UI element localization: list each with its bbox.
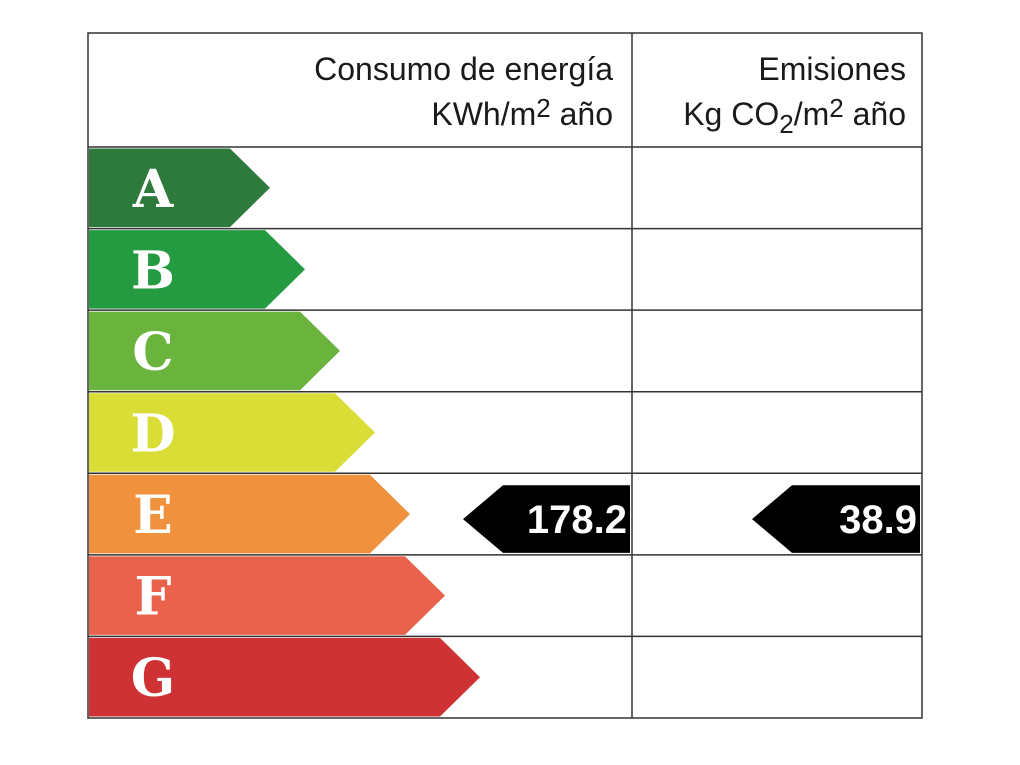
rating-letter: C — [132, 322, 173, 383]
consumption-unit: KWh/m2 año — [431, 93, 613, 132]
consumption-title: Consumo de energía — [314, 51, 613, 87]
rating-arrow — [89, 637, 480, 717]
rating-letter: A — [132, 159, 174, 220]
unit-suffix: año — [560, 96, 613, 132]
rating-arrow — [89, 393, 375, 472]
outer-border — [87, 32, 923, 719]
unit-base: KWh/m — [431, 96, 536, 132]
indicator-arrow — [463, 485, 630, 553]
rating-arrow — [89, 311, 340, 391]
unit-sup: 2 — [536, 93, 550, 123]
rating-arrow — [89, 556, 445, 635]
unit-base: /m — [794, 96, 830, 132]
emissions-title: Emisiones — [758, 51, 906, 87]
emissions-unit: Kg CO2/m2 año — [683, 93, 906, 139]
table-frame — [87, 32, 923, 719]
rating-arrow — [89, 148, 270, 228]
unit-sub: 2 — [779, 109, 793, 139]
rating-letter: D — [130, 404, 175, 465]
rating-arrow — [89, 474, 410, 554]
indicator-arrow — [752, 485, 920, 553]
unit-sup: 2 — [829, 93, 843, 123]
rating-arrow — [89, 230, 305, 309]
unit-prefix: Kg CO — [683, 96, 779, 132]
unit-suffix: año — [853, 96, 906, 132]
indicator-value: 178.2 — [527, 498, 627, 542]
rating-letter: F — [135, 567, 172, 628]
rating-letter: B — [131, 240, 175, 301]
rating-letter: E — [133, 485, 173, 546]
rating-letter: G — [131, 648, 175, 709]
indicator-value: 38.9 — [839, 498, 917, 542]
